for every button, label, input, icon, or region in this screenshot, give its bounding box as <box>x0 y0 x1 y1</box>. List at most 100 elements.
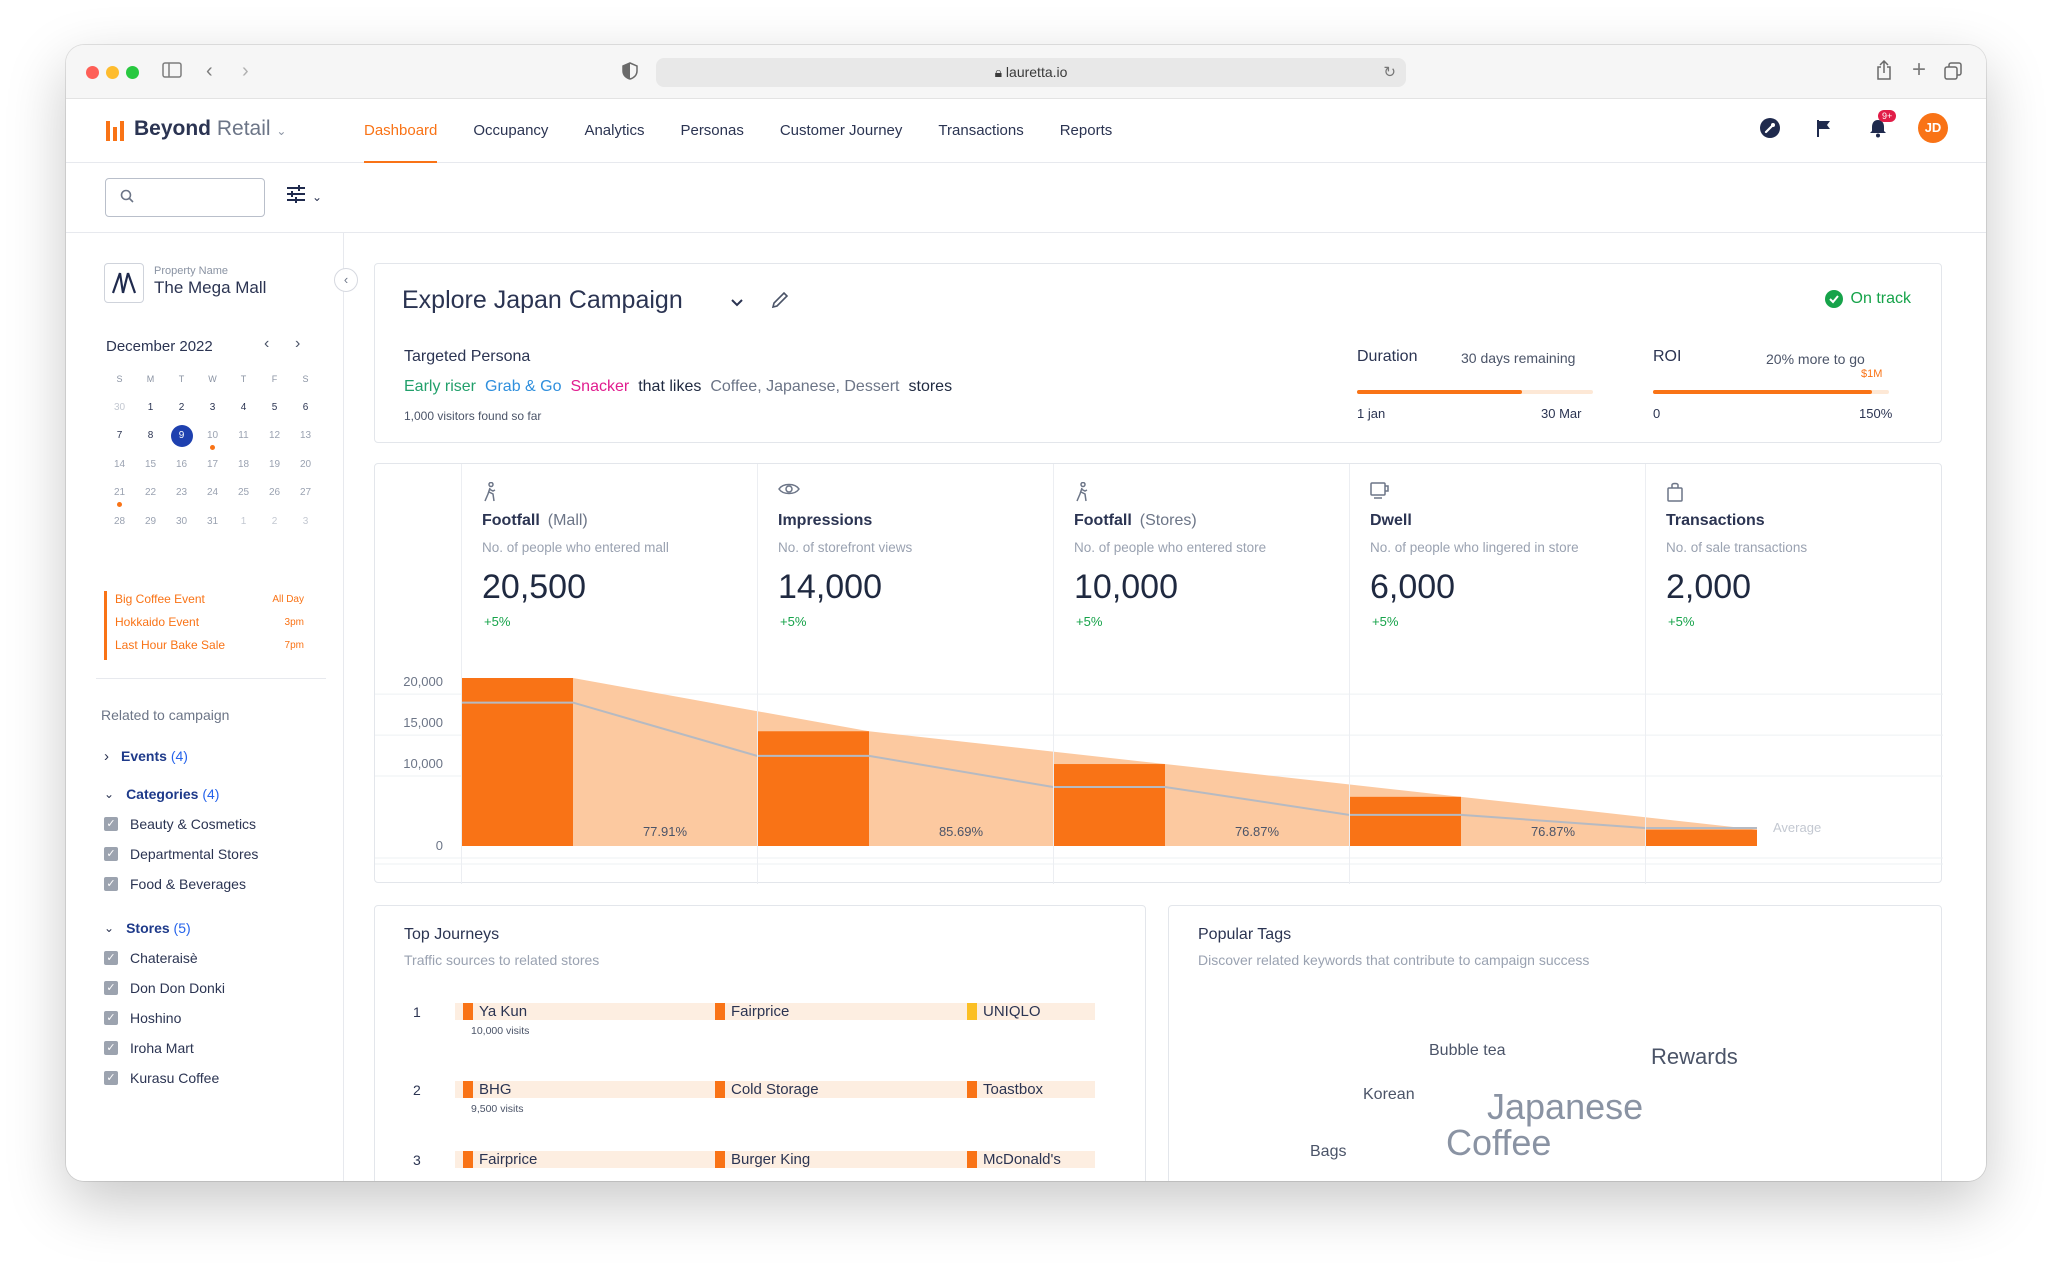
stores-group-toggle[interactable]: ⌄ Stores (5) <box>104 913 225 943</box>
store-checkbox[interactable]: ✓ Don Don Donki <box>104 973 225 1003</box>
calendar-day[interactable]: 15 <box>144 458 157 470</box>
close-window-button[interactable] <box>86 66 99 79</box>
tag-word[interactable]: Rewards <box>1651 1044 1738 1069</box>
calendar-day-selected[interactable]: 9 <box>166 422 197 451</box>
store-checkbox[interactable]: ✓ Hoshino <box>104 1003 225 1033</box>
calendar-day[interactable]: 3 <box>209 401 216 413</box>
store-checkbox[interactable]: ✓ Kurasu Coffee <box>104 1063 225 1093</box>
calendar-day[interactable]: 1 <box>147 401 154 413</box>
calendar-day[interactable]: 30 <box>175 515 188 527</box>
calendar-day[interactable]: 2 <box>271 515 278 527</box>
user-avatar[interactable]: JD <box>1918 113 1948 143</box>
calendar-day[interactable]: 12 <box>268 430 281 441</box>
privacy-shield-icon[interactable] <box>622 62 638 84</box>
tag-word[interactable]: Korean <box>1363 1086 1415 1103</box>
category-checkbox[interactable]: ✓ Beauty & Cosmetics <box>104 809 258 839</box>
nav-analytics[interactable]: Analytics <box>584 122 645 139</box>
kpi-impressions[interactable]: Impressions No. of storefront views 14,0… <box>757 464 1053 884</box>
edit-pencil-icon[interactable] <box>770 290 790 315</box>
reload-icon[interactable]: ↻ <box>1383 64 1396 81</box>
calendar-day[interactable]: 5 <box>271 401 278 413</box>
address-bar[interactable]: 🔒︎ lauretta.io ↻ <box>656 58 1406 87</box>
kpi-value: 20,500 <box>482 568 586 606</box>
brand-switcher[interactable]: Beyond Retail ⌄ <box>134 117 286 141</box>
calendar-day[interactable]: 13 <box>299 430 312 441</box>
event-item[interactable]: Last Hour Bake Sale 7pm <box>104 637 304 660</box>
tag-word[interactable]: Bubble tea <box>1429 1042 1506 1059</box>
calendar-day[interactable]: 1 <box>240 515 247 527</box>
journey-row[interactable]: 2 BHG Cold Storage Toastbox 9,500 visits <box>375 1076 1145 1136</box>
nav-customer-journey[interactable]: Customer Journey <box>779 122 903 139</box>
zoom-window-button[interactable] <box>126 66 139 79</box>
new-tab-icon[interactable]: + <box>1912 56 1927 83</box>
calendar-day[interactable]: 31 <box>206 515 219 527</box>
nav-personas[interactable]: Personas <box>680 122 744 139</box>
minimize-window-button[interactable] <box>106 66 119 79</box>
events-group-toggle[interactable]: › Events (4) <box>104 741 188 771</box>
store-checkbox[interactable]: ✓ Iroha Mart <box>104 1033 225 1063</box>
calendar-day[interactable]: 8 <box>147 430 154 441</box>
calendar-day[interactable]: 2 <box>178 401 185 413</box>
next-month-icon[interactable]: › <box>295 335 301 352</box>
back-icon[interactable]: ‹ <box>206 60 213 82</box>
nav-reports[interactable]: Reports <box>1059 122 1113 139</box>
calendar-day[interactable]: 4 <box>240 401 247 413</box>
tag-word[interactable]: Bags <box>1310 1143 1347 1160</box>
categories-group-toggle[interactable]: ⌄ Categories (4) <box>104 779 258 809</box>
calendar-day[interactable]: 21 <box>104 479 135 508</box>
persona-tag[interactable]: Early riser <box>404 378 477 395</box>
bell-icon[interactable]: 9+ <box>1864 110 1897 142</box>
store-checkbox[interactable]: ✓ Chateraisè <box>104 943 225 973</box>
calendar-day[interactable]: 20 <box>299 458 312 470</box>
persona-tag[interactable]: Snacker <box>570 378 630 395</box>
kpi-dwell[interactable]: Dwell No. of people who lingered in stor… <box>1349 464 1645 884</box>
journey-row[interactable]: 1 Ya Kun Fairprice UNIQLO 10,000 visits <box>375 998 1145 1058</box>
calendar-day[interactable]: 26 <box>268 487 281 498</box>
calendar-day[interactable]: 7 <box>116 430 123 441</box>
campaign-selector-chevron-icon[interactable] <box>731 294 743 312</box>
calendar-day[interactable]: 29 <box>144 515 157 527</box>
calendar-day[interactable]: 25 <box>237 487 250 498</box>
calendar-day[interactable]: 6 <box>302 401 309 413</box>
flag-icon[interactable] <box>1810 114 1838 142</box>
calendar-day[interactable]: 22 <box>144 487 157 498</box>
calendar-day[interactable]: 24 <box>206 487 219 498</box>
event-item[interactable]: Hokkaido Event 3pm <box>104 614 304 637</box>
prev-month-icon[interactable]: ‹ <box>264 335 270 352</box>
kpi-footfall-mall[interactable]: Footfall (Mall) No. of people who entered… <box>461 464 757 884</box>
calendar-day[interactable]: 11 <box>238 430 249 441</box>
filter-settings-button[interactable]: ⌄ <box>286 185 322 208</box>
forward-icon[interactable]: › <box>242 60 249 82</box>
calendar-day[interactable]: 27 <box>299 487 312 498</box>
nav-transactions[interactable]: Transactions <box>938 122 1024 139</box>
weekday-label: S <box>116 374 123 384</box>
collapse-sidebar-button[interactable]: ‹ <box>334 268 358 292</box>
calendar-day[interactable]: 30 <box>113 401 126 413</box>
category-checkbox[interactable]: ✓ Food & Beverages <box>104 869 258 899</box>
calendar-day[interactable]: 14 <box>113 458 126 470</box>
search-input[interactable] <box>105 178 265 217</box>
calendar-day[interactable]: 18 <box>237 458 250 470</box>
calendar-day[interactable]: 28 <box>113 515 126 527</box>
event-item[interactable]: Big Coffee Event All Day <box>104 591 304 614</box>
kpi-transactions[interactable]: Transactions No. of sale transactions 2,… <box>1645 464 1941 884</box>
kpi-footfall-stores[interactable]: Footfall (Stores) No. of people who enter… <box>1053 464 1349 884</box>
calendar-day[interactable]: 3 <box>302 515 309 527</box>
tag-word[interactable]: Coffee <box>1446 1122 1552 1163</box>
sidebar-toggle-icon[interactable] <box>162 62 182 82</box>
nav-dashboard[interactable]: Dashboard <box>346 99 455 164</box>
share-icon[interactable] <box>1876 59 1892 84</box>
help-icon[interactable] <box>1756 114 1784 142</box>
tab-overview-icon[interactable] <box>1944 62 1962 84</box>
persona-tag[interactable]: Grab & Go <box>485 378 562 395</box>
property-name[interactable]: The Mega Mall <box>154 278 267 297</box>
calendar-day[interactable]: 17 <box>206 458 219 470</box>
calendar-day[interactable]: 19 <box>268 458 281 470</box>
calendar-day[interactable]: 10 <box>197 422 228 451</box>
nav-occupancy[interactable]: Occupancy <box>473 122 549 139</box>
journey-row[interactable]: 3 Fairprice Burger King McDonald's <box>375 1146 1145 1181</box>
calendar-day[interactable]: 16 <box>175 458 188 470</box>
tag-word[interactable]: Japanese <box>1487 1086 1644 1127</box>
category-checkbox[interactable]: ✓ Departmental Stores <box>104 839 258 869</box>
calendar-day[interactable]: 23 <box>175 487 188 498</box>
